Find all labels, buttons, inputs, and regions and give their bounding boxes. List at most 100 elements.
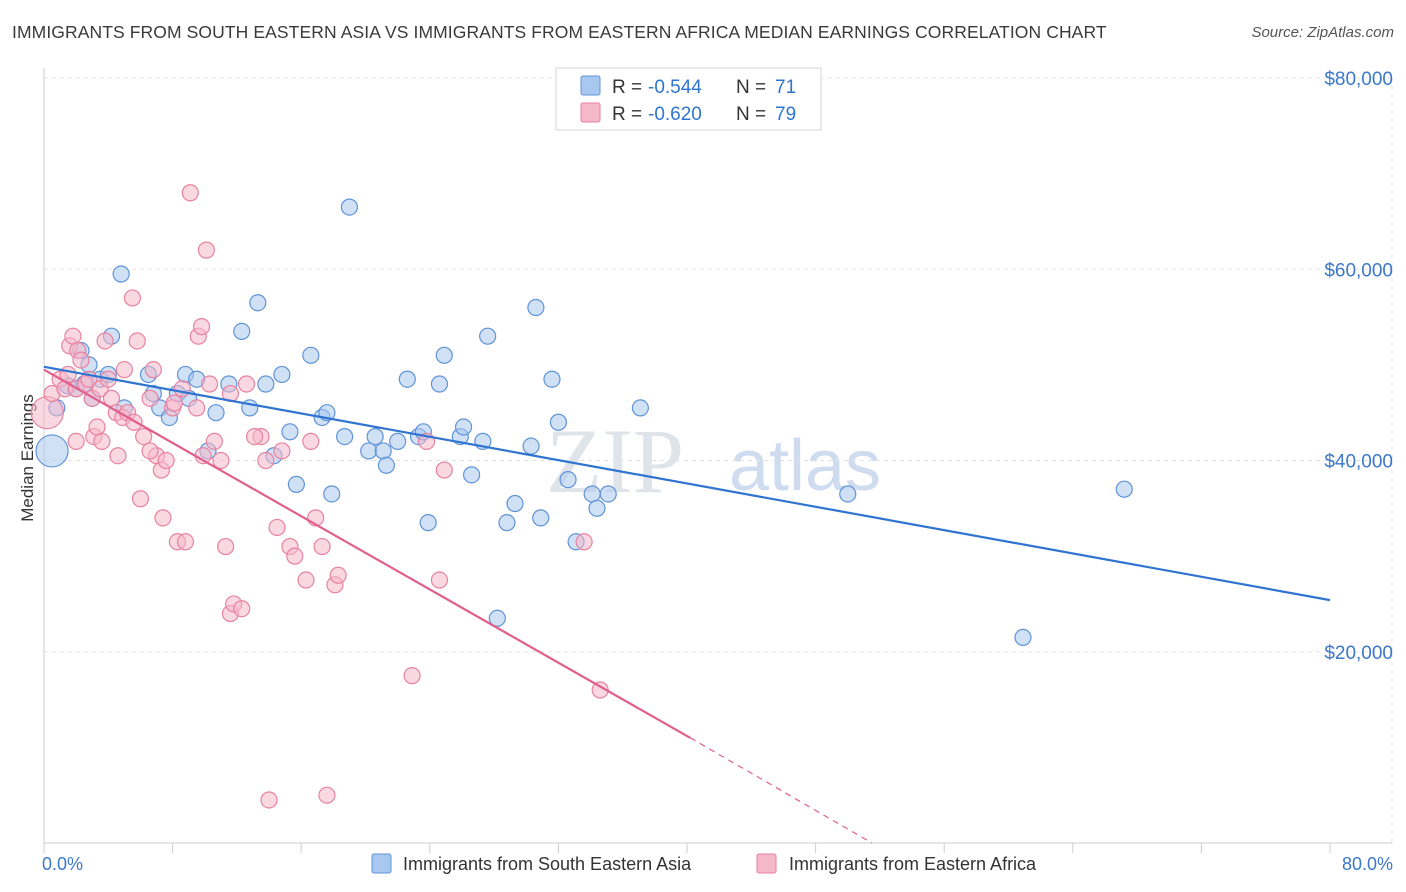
eastern-africa-point (96, 332, 114, 350)
south-eastern-asia-point (398, 370, 416, 388)
eastern-africa-point (67, 432, 85, 450)
eastern-africa-point (123, 289, 142, 307)
trend-lines (43, 365, 1331, 844)
south-eastern-asia-point (112, 265, 130, 283)
y-tick-label: $80,000 (1324, 69, 1393, 90)
eastern-africa-point (200, 375, 219, 393)
south-eastern-asia-point (207, 404, 225, 422)
south-eastern-asia-point (1014, 628, 1032, 647)
eastern-africa-point (176, 533, 195, 551)
legend-n-label-1: N = (736, 77, 766, 98)
x-tick-label-min: 0.0% (42, 854, 83, 874)
eastern-africa-point (157, 451, 175, 470)
eastern-africa-point (430, 571, 449, 589)
x-tick-labels: 0.0% 80.0% (42, 854, 1393, 874)
y-tick-label: $20,000 (1324, 643, 1393, 664)
eastern-africa-point (141, 389, 159, 407)
south-eastern-asia-point (588, 499, 606, 517)
bottom-legend-swatch-blue (371, 853, 392, 874)
eastern-africa-point (318, 786, 336, 804)
south-eastern-asia-point (1115, 480, 1133, 498)
south-eastern-asia-point (287, 475, 305, 494)
legend-r-label-2: R = (612, 104, 642, 125)
south-eastern-asia-point (389, 432, 407, 450)
y-tick-labels: $20,000 $40,000 $60,000 $80,000 (1324, 69, 1393, 664)
eastern-africa-point (212, 451, 230, 470)
south-eastern-asia-point (377, 456, 395, 474)
gridlines (44, 77, 1393, 843)
eastern-africa-point (192, 318, 211, 336)
watermark-atlas: atlas (729, 426, 881, 506)
y-tick-label: $60,000 (1324, 260, 1393, 281)
south-eastern-asia-point (257, 375, 275, 393)
eastern-africa-point (286, 547, 304, 565)
eastern-africa-point (197, 241, 215, 259)
series-legend: Immigrants from South Eastern Asia Immig… (371, 853, 1037, 874)
south-eastern-asia-point (559, 471, 577, 489)
legend-r-label-1: R = (612, 77, 642, 98)
south-eastern-asia-point (599, 485, 617, 503)
eastern-africa-point (144, 361, 162, 379)
eastern-africa-point (260, 791, 278, 809)
eastern-africa-point (181, 184, 199, 202)
south-eastern-asia-point (631, 399, 649, 417)
eastern-africa-point (435, 461, 453, 479)
eastern-africa-point (329, 566, 347, 584)
eastern-africa-point (403, 667, 421, 685)
eastern-africa-point (205, 432, 223, 450)
south-eastern-asia-point (506, 494, 524, 513)
eastern-africa-point (109, 447, 127, 465)
eastern-africa-point (173, 380, 191, 398)
eastern-africa-point (575, 533, 593, 551)
eastern-africa-point (154, 509, 172, 527)
legend-r-value-2: -0.620 (648, 104, 702, 125)
legend-r-value-1: -0.544 (648, 77, 702, 98)
eastern-africa-point (245, 427, 264, 446)
eastern-africa-point (141, 442, 159, 460)
south-eastern-asia-point (435, 346, 453, 364)
eastern-africa-point (64, 327, 82, 345)
eastern-africa-point (115, 361, 133, 379)
y-axis-label: Median Earnings (18, 394, 37, 522)
bottom-legend-swatch-pink (756, 853, 777, 874)
y-tick-label: $40,000 (1324, 452, 1393, 473)
eastern-africa-point (302, 432, 320, 450)
eastern-africa-point (217, 537, 235, 556)
trend-line-south-eastern-asia (43, 365, 1331, 602)
eastern-africa-point (237, 375, 256, 393)
legend-swatch-pink (580, 102, 601, 123)
south-eastern-asia-point (532, 509, 550, 527)
south-eastern-asia-point (233, 322, 251, 341)
legend-n-value-2: 79 (775, 104, 796, 125)
trend-line-eastern-africa (43, 368, 691, 739)
south-eastern-asia-point (488, 609, 506, 627)
eastern-africa-point (257, 451, 275, 470)
chart-title: IMMIGRANTS FROM SOUTH EASTERN ASIA VS IM… (12, 22, 1107, 42)
south-eastern-asia-point (35, 434, 69, 468)
eastern-africa-point (30, 396, 64, 430)
legend-n-value-1: 71 (775, 77, 796, 98)
trend-line-eastern-africa-extension (689, 737, 873, 844)
eastern-africa-point (128, 332, 146, 350)
south-eastern-asia-point (281, 423, 299, 441)
series-eastern-africa-points (30, 184, 609, 809)
eastern-africa-point (72, 351, 90, 369)
south-eastern-asia-point (839, 485, 857, 503)
south-eastern-asia-point (340, 198, 359, 216)
south-eastern-asia-point (479, 327, 497, 345)
south-eastern-asia-point (419, 514, 437, 532)
bottom-legend-label-blue: Immigrants from South Eastern Asia (403, 854, 692, 874)
eastern-africa-point (297, 571, 315, 589)
eastern-africa-point (135, 427, 153, 446)
series-south-eastern-asia-points (35, 198, 1133, 647)
south-eastern-asia-point (462, 466, 481, 484)
source-credit: Source: ZipAtlas.com (1251, 24, 1394, 41)
south-eastern-asia-point (522, 437, 540, 455)
south-eastern-asia-point (336, 427, 354, 446)
legend-swatch-blue (580, 75, 601, 96)
legend-n-label-2: N = (736, 104, 766, 125)
south-eastern-asia-point (302, 346, 320, 364)
south-eastern-asia-point (430, 375, 449, 393)
eastern-africa-point (188, 399, 206, 417)
